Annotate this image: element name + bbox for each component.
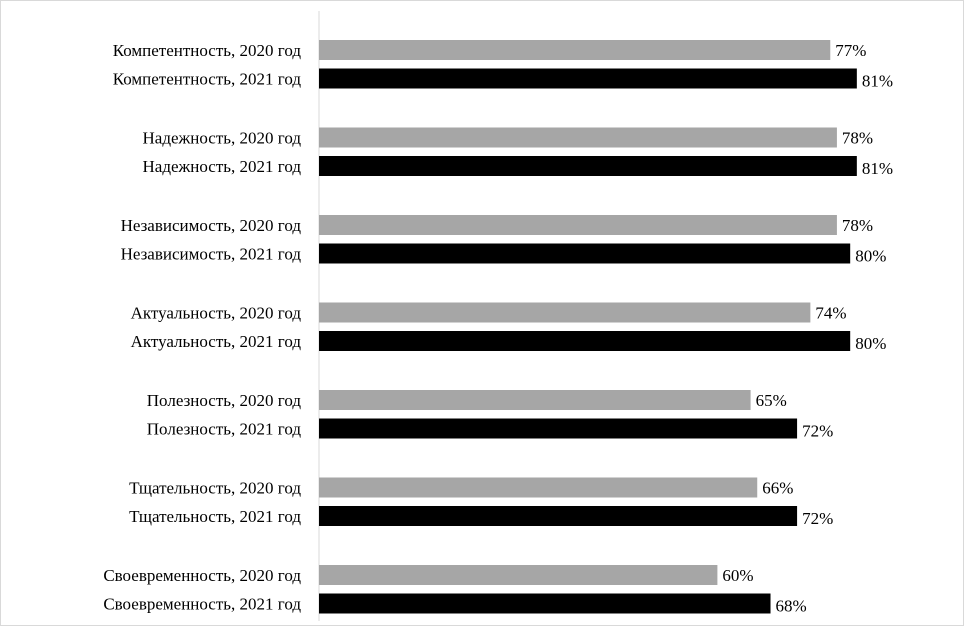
bar-2-2020 bbox=[319, 215, 837, 235]
bar-1-2020 bbox=[319, 127, 837, 148]
category-label: Тщательность, 2021 год bbox=[129, 507, 301, 526]
bar-2-2021 bbox=[319, 243, 851, 264]
bar-6-2021 bbox=[319, 593, 771, 614]
bar-4-2020 bbox=[319, 390, 751, 410]
data-label: 77% bbox=[835, 41, 866, 60]
data-label: 81% bbox=[862, 72, 893, 91]
bar-3-2021 bbox=[319, 331, 851, 351]
data-label: 78% bbox=[842, 216, 873, 235]
category-label: Компетентность, 2021 год bbox=[113, 70, 302, 89]
bar-3-2020 bbox=[319, 302, 811, 323]
bar-6-2020 bbox=[319, 565, 718, 585]
category-label: Компетентность, 2020 год bbox=[113, 41, 302, 60]
data-label: 66% bbox=[762, 479, 793, 498]
bars-group bbox=[319, 40, 857, 614]
data-label: 60% bbox=[722, 566, 753, 585]
bar-5-2021 bbox=[319, 506, 798, 526]
category-label: Надежность, 2020 год bbox=[143, 129, 302, 148]
category-label: Независимость, 2021 год bbox=[121, 245, 302, 264]
category-label: Полезность, 2021 год bbox=[147, 420, 302, 439]
data-label: 78% bbox=[842, 129, 873, 148]
bar-5-2020 bbox=[319, 477, 758, 498]
data-labels-group: 77% 81% 78% 81% 78% 80% 74% 80% 65% 72% 66% 72% 60% 6… bbox=[722, 41, 893, 616]
category-label: Полезность, 2020 год bbox=[147, 391, 302, 410]
category-label: Тщательность, 2020 год bbox=[129, 479, 301, 498]
category-label: Своевременность, 2020 год bbox=[103, 566, 301, 585]
bar-4-2021 bbox=[319, 418, 798, 439]
category-label: Надежность, 2021 год bbox=[143, 157, 302, 176]
data-label: 68% bbox=[776, 597, 807, 616]
category-label: Независимость, 2020 год bbox=[121, 216, 302, 235]
data-label: 74% bbox=[815, 304, 846, 323]
data-label: 65% bbox=[756, 391, 787, 410]
bar-0-2020 bbox=[319, 40, 831, 60]
data-label: 72% bbox=[802, 509, 833, 528]
bar-1-2021 bbox=[319, 156, 857, 176]
data-label: 72% bbox=[802, 422, 833, 441]
category-label: Своевременность, 2021 год bbox=[103, 595, 301, 614]
category-labels-group: Компетентность, 2020 год Компетентность, … bbox=[103, 41, 301, 614]
data-label: 80% bbox=[855, 247, 886, 266]
data-label: 80% bbox=[855, 334, 886, 353]
category-label: Актуальность, 2021 год bbox=[131, 332, 302, 351]
category-label: Актуальность, 2020 год bbox=[131, 304, 302, 323]
data-label: 81% bbox=[862, 159, 893, 178]
bar-0-2021 bbox=[319, 68, 857, 89]
